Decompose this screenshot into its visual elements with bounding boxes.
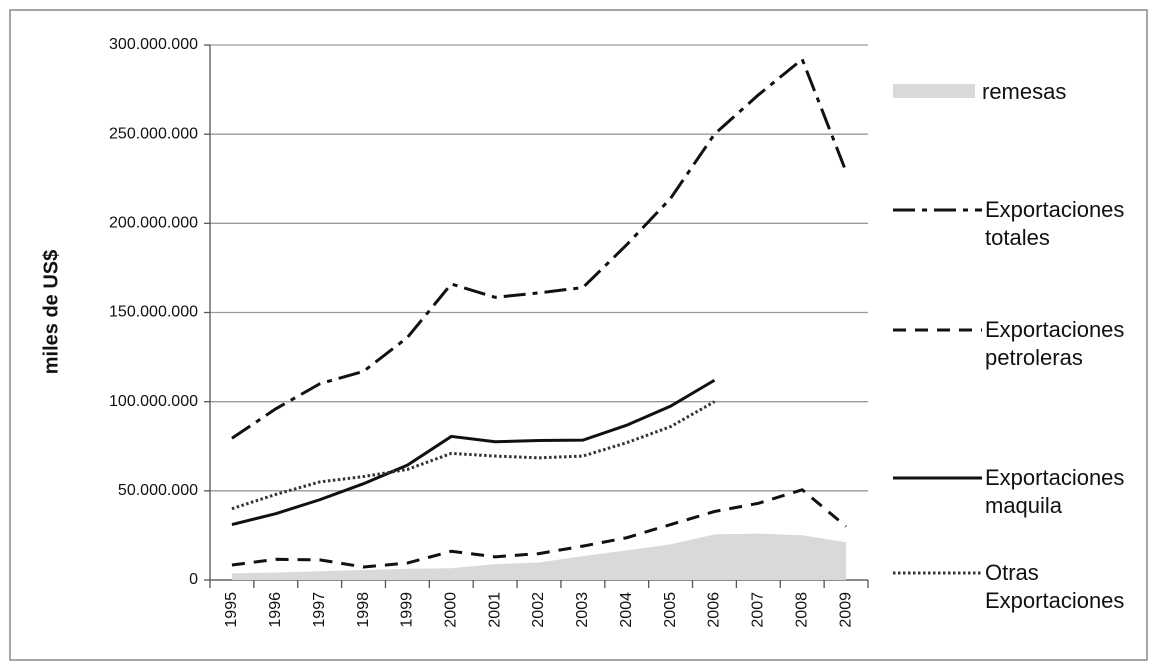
y-tick-label: 200.000.000 <box>109 215 198 232</box>
x-tick-label: 1995 <box>223 592 240 628</box>
y-axis-label: miles de US$ <box>40 250 62 375</box>
legend-label: remesas <box>982 79 1067 104</box>
y-tick-label: 250.000.000 <box>109 125 198 142</box>
x-tick-label: 1998 <box>355 592 372 628</box>
legend-label: Exportaciones petroleras <box>985 317 1125 370</box>
x-tick-label: 2000 <box>442 592 459 628</box>
x-tick-label: 2004 <box>618 592 635 628</box>
line <box>231 400 716 511</box>
x-tick-label: 1996 <box>267 592 284 628</box>
y-tick-label: 300.000.000 <box>109 36 198 53</box>
x-tick-label: 2007 <box>750 592 767 628</box>
x-tick-label: 2006 <box>706 592 723 628</box>
line <box>231 488 848 569</box>
x-tick-label: 2001 <box>486 592 503 628</box>
x-tick-label: 2008 <box>793 592 810 628</box>
legend-label: Exportaciones totales <box>985 197 1125 250</box>
legend-swatch <box>893 84 975 98</box>
x-tick-label: 1999 <box>399 592 416 628</box>
x-tick-label: 2002 <box>530 592 547 628</box>
line <box>231 56 848 440</box>
legend-label: Otras Exportaciones <box>985 560 1125 613</box>
x-tick-label: 2005 <box>662 592 679 628</box>
chart-border <box>9 9 1148 661</box>
x-tick-label: 1997 <box>311 592 328 628</box>
legend-label: Exportaciones maquila <box>985 465 1125 518</box>
x-tick-label: 2009 <box>837 592 854 628</box>
y-tick-label: 0 <box>189 571 198 588</box>
line <box>231 378 716 526</box>
y-tick-label: 50.000.000 <box>118 482 198 499</box>
y-tick-label: 100.000.000 <box>109 393 198 410</box>
area <box>231 533 847 580</box>
y-tick-label: 150.000.000 <box>109 304 198 321</box>
x-tick-label: 2003 <box>574 592 591 628</box>
